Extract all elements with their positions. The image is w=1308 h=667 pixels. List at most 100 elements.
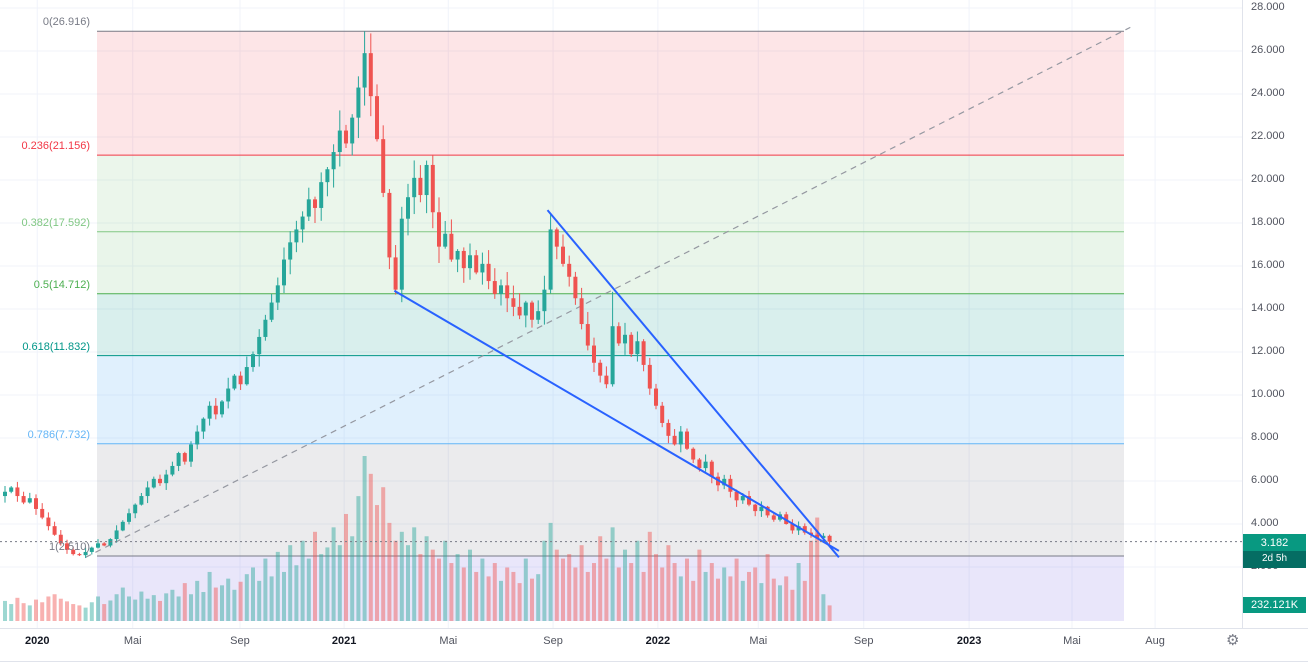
candle-body [114, 530, 119, 540]
candle-body [220, 401, 224, 415]
candle-body [313, 199, 317, 208]
candle-body [802, 526, 807, 533]
candle-body [449, 233, 454, 260]
candle-body [461, 250, 466, 269]
candle-body [331, 152, 336, 170]
volume-bar [517, 583, 522, 621]
volume-bar [34, 599, 38, 621]
candle-body [437, 212, 441, 247]
volume-bar [530, 578, 534, 621]
volume-bar [691, 580, 696, 621]
price-tick-label: 14.000 [1251, 302, 1285, 314]
volume-bar [747, 571, 751, 621]
volume-bar [368, 473, 373, 621]
volume-bar [523, 558, 528, 621]
volume-bar [604, 558, 609, 621]
volume-bar [399, 531, 404, 621]
volume-bar [65, 601, 69, 621]
candle-body [480, 263, 485, 273]
volume-bar [195, 580, 200, 621]
volume-bar [3, 600, 7, 621]
volume-bar [492, 563, 497, 621]
volume-bar [393, 540, 398, 621]
candle-body [40, 508, 45, 518]
candle-body [740, 496, 745, 501]
candle-body [406, 197, 410, 219]
volume-bar [728, 576, 733, 621]
price-tick-label: 16.000 [1251, 259, 1285, 271]
candle-body [753, 504, 758, 512]
long-term-trendline[interactable] [85, 26, 1131, 558]
volume-bar [629, 563, 634, 621]
candle-body [263, 319, 268, 337]
volume-bar [784, 576, 789, 621]
candle-body [728, 478, 733, 492]
candle-body [399, 218, 404, 290]
volume-bar [189, 594, 193, 621]
candle-body [96, 543, 100, 548]
time-axis[interactable]: 2020 Mai Sep 2021 Mai Sep 2022 Mai Sep 2023 Mai Aug [0, 628, 1308, 662]
candle-body [344, 130, 348, 144]
candle-body [703, 461, 708, 469]
volume-bar [815, 517, 820, 621]
volume-bar [536, 574, 541, 621]
fib-retracement[interactable] [97, 30, 1124, 621]
volume-bar [288, 545, 293, 621]
volume-value-tag: 232.121K [1243, 597, 1306, 613]
volume-bar [120, 587, 125, 621]
volume-bar [778, 585, 782, 621]
trendline[interactable] [546, 209, 840, 558]
candle-body [722, 478, 727, 486]
price-tick-label: 10.000 [1251, 388, 1285, 400]
candle-body [350, 117, 355, 144]
candle-body [102, 543, 107, 546]
candle-body [443, 233, 448, 247]
candle-body [697, 459, 702, 469]
trendline[interactable] [393, 289, 840, 552]
volume-bar [27, 605, 32, 621]
candle-body [238, 375, 243, 385]
candle-body [275, 285, 280, 303]
volume-bar [474, 571, 479, 621]
time-tick-label: 2022 [645, 635, 671, 647]
volume-bar [201, 592, 206, 621]
settings-gear-icon[interactable]: ⚙ [1226, 632, 1240, 649]
volume-bar [740, 580, 745, 621]
price-axis[interactable]: 28.000 26.000 24.000 22.000 20.000 18.000 16.0… [1242, 0, 1308, 628]
volume-bar [306, 558, 311, 621]
candle-body [530, 302, 534, 320]
candle-body [83, 551, 88, 556]
candle-body [58, 534, 63, 544]
volume-bar [164, 593, 169, 621]
volume-bar [145, 598, 150, 621]
price-tick-label: 22.000 [1251, 130, 1285, 142]
volume-bar [579, 545, 584, 621]
time-tick-label: Aug [1145, 635, 1165, 647]
volume-bar [238, 581, 243, 621]
candle-body [492, 281, 497, 294]
volume-bar [412, 527, 417, 621]
volume-bar [796, 563, 801, 621]
price-tick-label: 28.000 [1251, 1, 1285, 13]
volume-bar [15, 597, 20, 621]
volume-bar [486, 576, 491, 621]
volume-series [3, 456, 832, 621]
candle-body [598, 362, 603, 376]
time-tick-label: 2021 [331, 635, 357, 647]
candle-body [244, 367, 249, 385]
volume-bar [716, 578, 720, 621]
candle-body [213, 405, 218, 415]
volume-bar [734, 558, 739, 621]
volume-bar [592, 563, 596, 621]
volume-bar [610, 527, 615, 621]
volume-bar [654, 554, 658, 621]
candle-body [511, 298, 516, 307]
candle-body [771, 515, 776, 520]
volume-bar [282, 571, 286, 621]
volume-bar [244, 574, 249, 621]
volume-bar [226, 578, 231, 621]
volume-bar [759, 583, 764, 621]
volume-bar [356, 496, 361, 621]
candle-body [46, 517, 51, 527]
